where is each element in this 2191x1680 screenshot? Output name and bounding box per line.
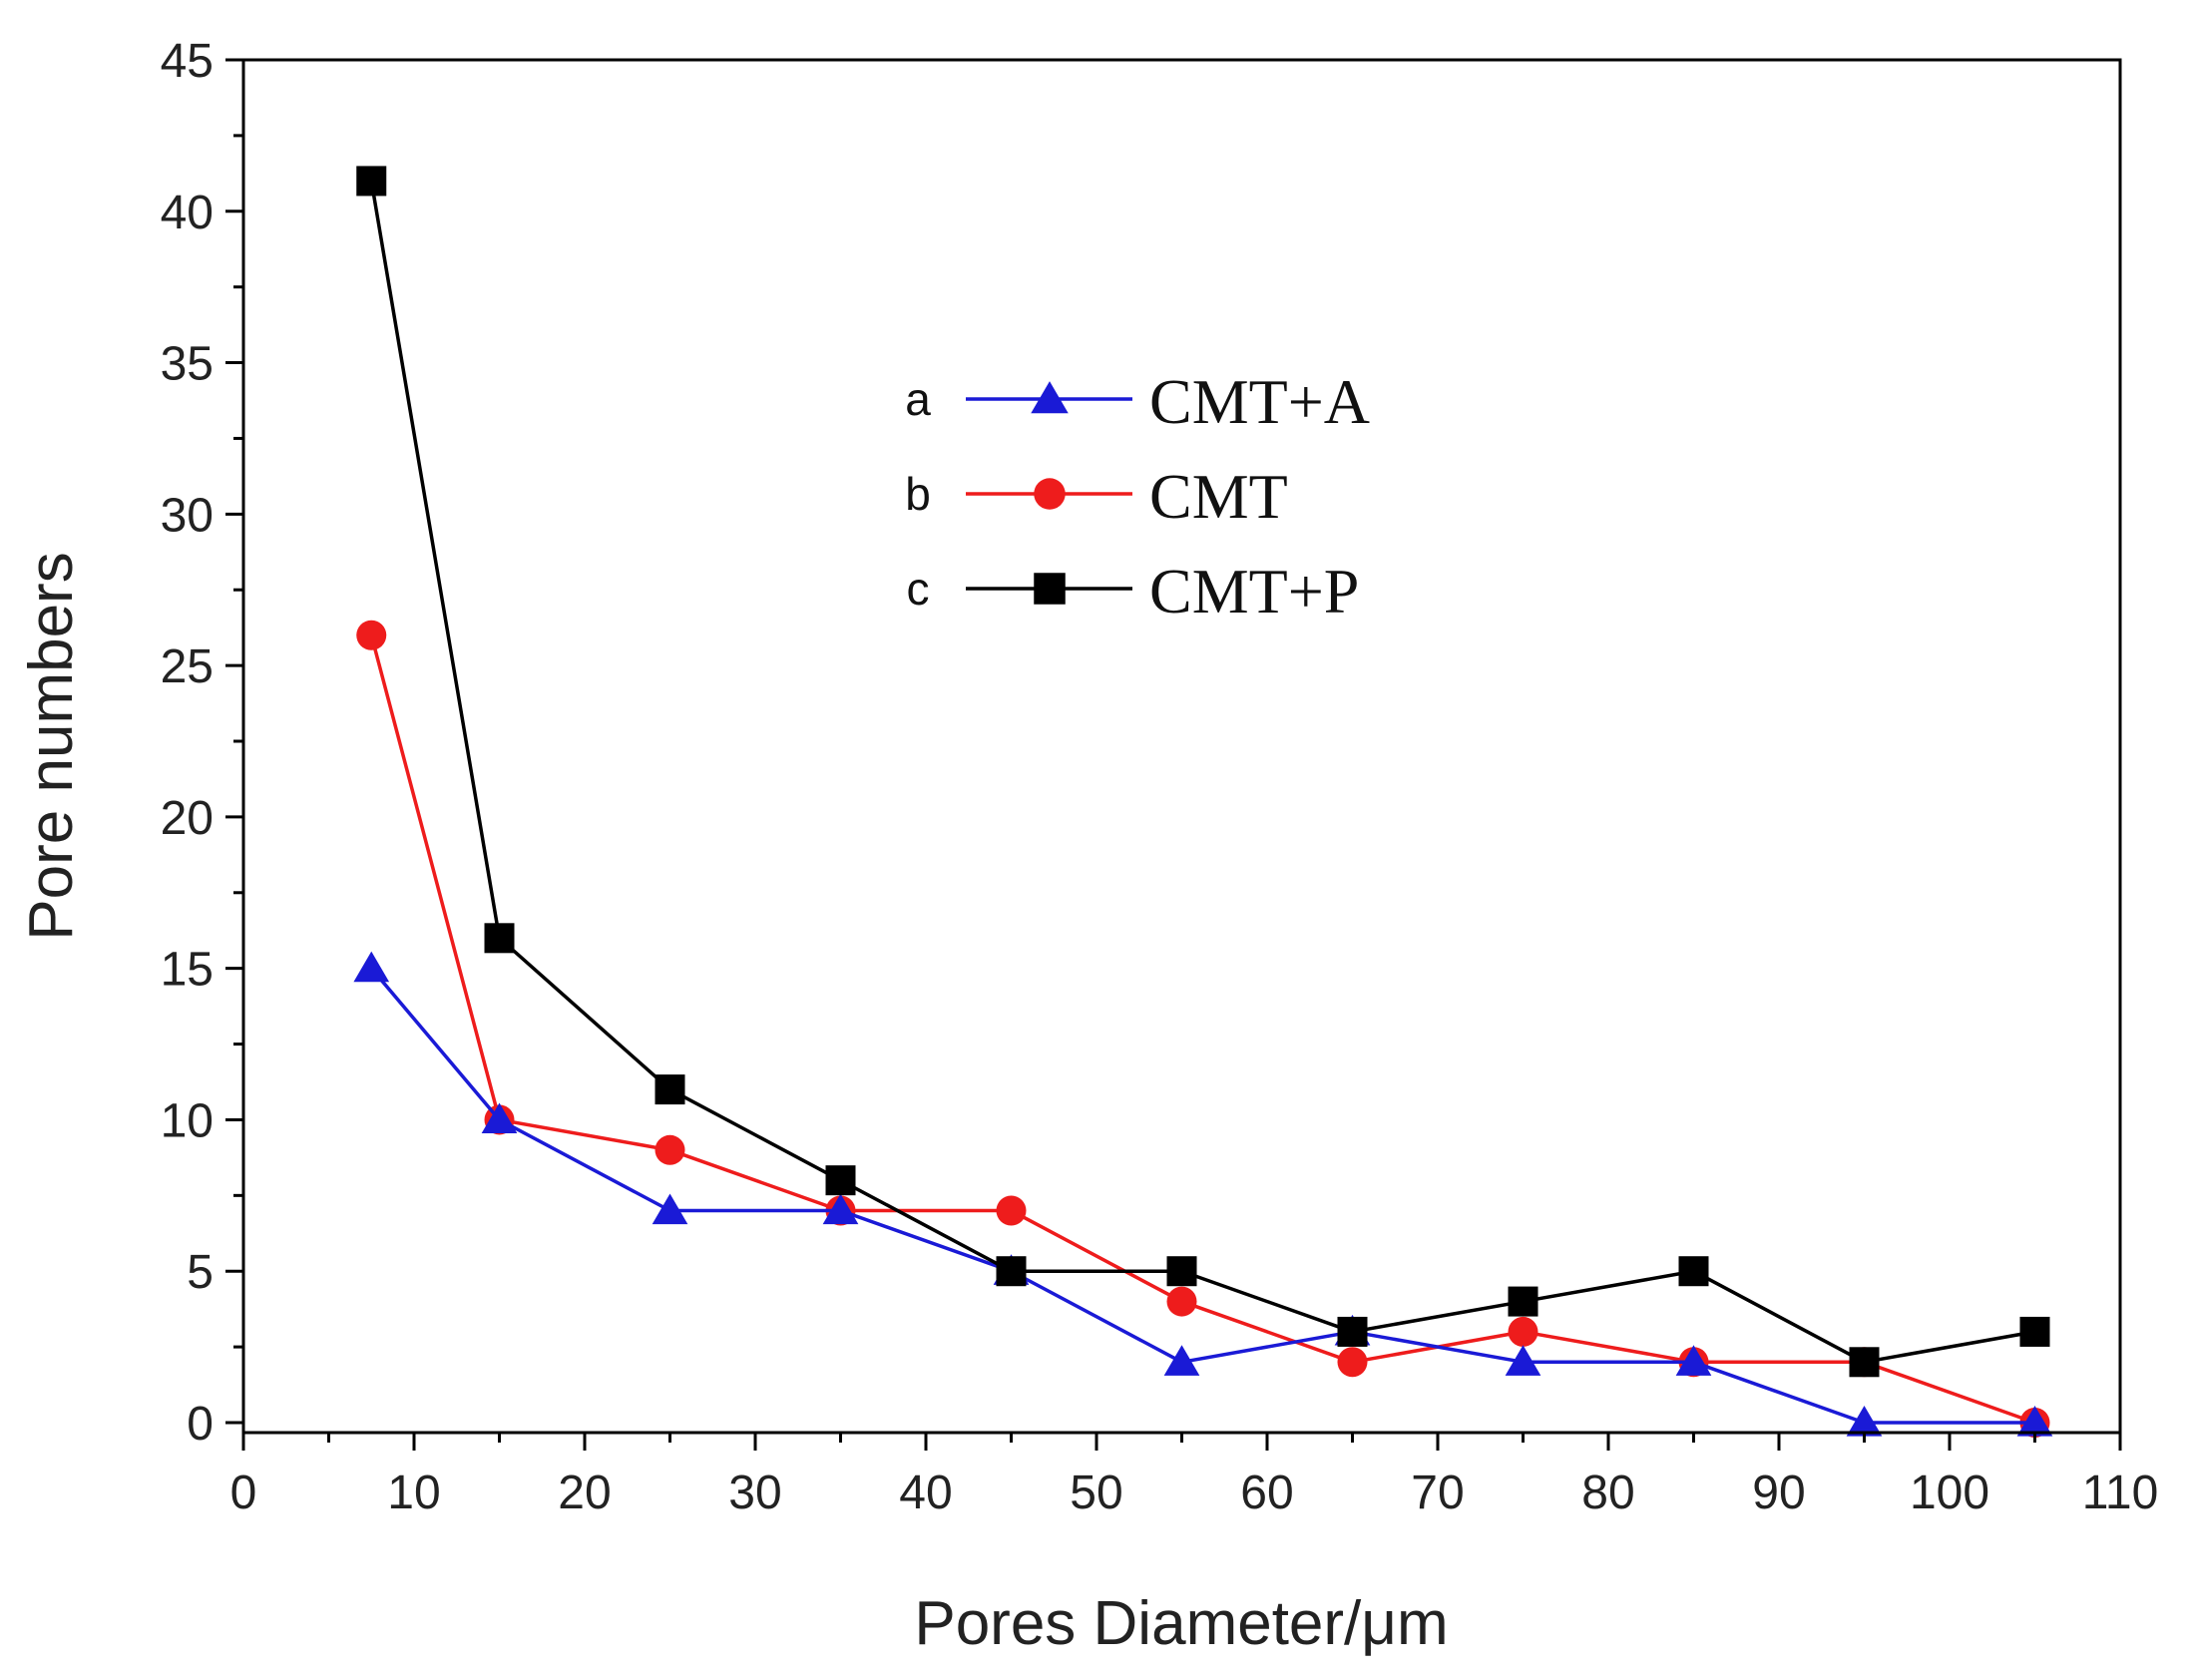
series-a-point-5 xyxy=(1163,1345,1200,1376)
series-c-point-6 xyxy=(1337,1316,1368,1347)
x-tick-label-50: 50 xyxy=(1070,1467,1122,1519)
legend-label-a: CMT+A xyxy=(1149,366,1370,437)
series-a-point-8 xyxy=(1675,1345,1712,1376)
series-layer xyxy=(353,166,2053,1438)
series-a-point-7 xyxy=(1505,1345,1541,1376)
x-tick-label-40: 40 xyxy=(899,1467,952,1519)
series-c-point-3 xyxy=(825,1165,856,1196)
legend-label-c: CMT+P xyxy=(1149,556,1359,627)
y-tick-label-5: 5 xyxy=(187,1246,214,1299)
y-tick-label-0: 0 xyxy=(187,1398,214,1451)
series-b-point-0 xyxy=(356,620,387,650)
y-tick-label-45: 45 xyxy=(161,35,214,88)
axis-layer: 0 10 20 30 40 50 60 70 80 90 100 110 0 5 10 15 20 25 30 35 4… xyxy=(161,35,2159,1519)
legend-marker-b xyxy=(1034,478,1066,510)
series-c-point-5 xyxy=(1166,1256,1197,1287)
series-b-point-7 xyxy=(1508,1316,1538,1347)
x-tick-label-10: 10 xyxy=(387,1467,440,1519)
series-c xyxy=(356,166,2050,1378)
series-b-point-5 xyxy=(1166,1286,1197,1317)
x-tick-label-70: 70 xyxy=(1411,1467,1464,1519)
series-a-point-2 xyxy=(652,1193,688,1225)
y-tick-label-20: 20 xyxy=(161,792,214,845)
x-tick-label-20: 20 xyxy=(558,1467,611,1519)
series-a-point-10 xyxy=(2016,1406,2053,1437)
legend-letter-c: c xyxy=(907,563,930,615)
y-tick-label-35: 35 xyxy=(161,338,214,391)
x-tick-label-60: 60 xyxy=(1240,1467,1293,1519)
legend-entry-b: b CMT xyxy=(905,461,1287,532)
series-a-point-9 xyxy=(1846,1406,1883,1437)
series-c-point-7 xyxy=(1508,1286,1538,1317)
legend-letter-a: a xyxy=(905,373,931,425)
x-tick-label-30: 30 xyxy=(728,1467,781,1519)
x-tick-label-110: 110 xyxy=(2082,1467,2159,1519)
series-c-point-4 xyxy=(996,1256,1027,1287)
y-tick-label-30: 30 xyxy=(161,489,214,542)
legend-entry-a: a CMT+A xyxy=(905,366,1370,437)
legend-label-b: CMT xyxy=(1149,461,1288,532)
series-b-point-6 xyxy=(1337,1347,1368,1378)
x-tick-label-100: 100 xyxy=(1910,1467,1989,1519)
series-c-point-0 xyxy=(356,166,387,197)
legend-letter-b: b xyxy=(905,468,931,520)
y-tick-label-15: 15 xyxy=(161,944,214,997)
legend: a CMT+A b CMT c CMT+P xyxy=(905,366,1370,627)
series-c-point-10 xyxy=(2019,1316,2050,1347)
series-b-point-2 xyxy=(655,1134,685,1165)
series-a-point-1 xyxy=(481,1102,518,1134)
y-tick-label-10: 10 xyxy=(161,1094,214,1147)
series-c-point-8 xyxy=(1678,1256,1709,1287)
legend-marker-a xyxy=(1031,381,1069,414)
series-a-point-3 xyxy=(822,1193,859,1225)
legend-entry-c: c CMT+P xyxy=(907,556,1360,627)
x-axis-title: Pores Diameter/μm xyxy=(914,1589,1448,1658)
series-b-point-4 xyxy=(996,1195,1027,1226)
y-tick-label-25: 25 xyxy=(161,640,214,693)
x-tick-label-90: 90 xyxy=(1752,1467,1805,1519)
x-tick-label-80: 80 xyxy=(1581,1467,1634,1519)
y-tick-label-40: 40 xyxy=(161,187,214,239)
x-tick-label-0: 0 xyxy=(230,1467,257,1519)
series-c-point-2 xyxy=(655,1074,685,1105)
series-a-point-0 xyxy=(353,951,390,983)
legend-marker-c xyxy=(1034,573,1066,605)
y-axis-title: Pore numbers xyxy=(17,552,86,940)
series-c-point-9 xyxy=(1849,1347,1880,1378)
series-c-point-1 xyxy=(484,923,515,954)
